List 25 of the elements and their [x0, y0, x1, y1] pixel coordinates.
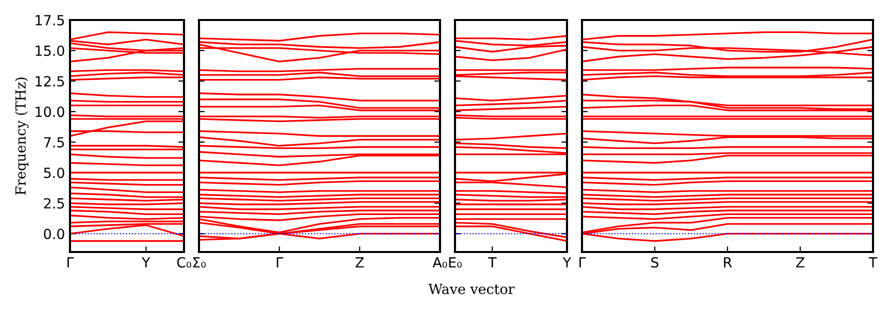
x-tick-label: Γ — [579, 257, 586, 268]
x-tick-label: R — [724, 257, 732, 268]
x-tick-label: A₀ — [432, 257, 448, 268]
x-tick-label: Σ₀ — [193, 257, 206, 268]
x-tick-label: C₀ — [177, 257, 192, 268]
y-tick-label: 0.0 — [44, 228, 64, 240]
x-tick-label: T — [488, 257, 497, 268]
x-tick-label: Y — [562, 257, 572, 268]
x-tick-label: Γ — [276, 257, 284, 268]
x-tick-label: Y — [142, 257, 150, 268]
x-axis-title: Wave vector — [428, 284, 515, 294]
y-tick-label: 2.5 — [44, 198, 64, 209]
x-tick-label: Z — [796, 257, 804, 268]
x-tick-label: E₀ — [449, 257, 462, 268]
y-tick-label: 10.0 — [36, 106, 64, 118]
x-tick-label: Z — [356, 257, 364, 268]
y-tick-label: 7.5 — [44, 137, 64, 148]
x-tick-label: T — [868, 257, 878, 268]
x-tick-label: S — [651, 257, 658, 268]
y-tick-label: 5.0 — [44, 168, 64, 178]
y-tick-label: 17.5 — [36, 15, 64, 26]
y-tick-label: 12.5 — [36, 76, 64, 87]
y-axis-title: Frequency (THz) — [15, 78, 29, 195]
y-tick-label: 15.0 — [36, 45, 64, 56]
x-tick-label: Γ — [67, 257, 74, 268]
